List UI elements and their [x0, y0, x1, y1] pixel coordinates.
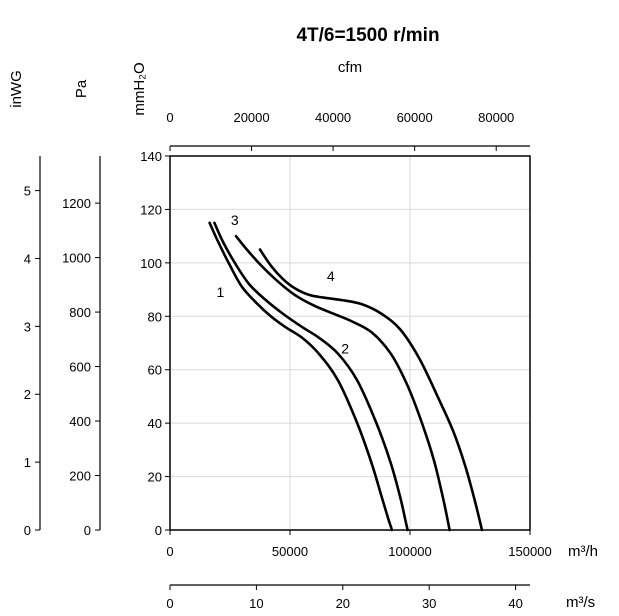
- series-line-2: [213, 221, 409, 532]
- cfm-axis-label: cfm: [338, 59, 362, 76]
- pa-tick-label: 200: [69, 469, 91, 484]
- y-tick-label: 80: [148, 309, 162, 324]
- pa-tick-label: 800: [69, 305, 91, 320]
- x-tick-label: 150000: [508, 544, 551, 559]
- curve-label-1: 1: [217, 284, 225, 300]
- curve-labels: 1 2 3 4: [217, 212, 350, 356]
- m3s-tick-label: 30: [422, 596, 436, 611]
- m3s-tick-label: 10: [249, 596, 263, 611]
- pa-tick-label: 400: [69, 414, 91, 429]
- series-line-3: [234, 234, 451, 532]
- mmh2o-axis-label: mmH₂O: [131, 62, 148, 115]
- plot-frame: [169, 155, 531, 531]
- inwg-tick-label: 1: [24, 455, 31, 470]
- inwg-axis-label: inWG: [8, 70, 25, 108]
- cfm-tick-label: 60000: [397, 110, 433, 125]
- curve-label-2: 2: [341, 340, 349, 356]
- m3h-axis-label: m³/h: [568, 543, 598, 560]
- chart-title: 4T/6=1500 r/min: [296, 25, 439, 46]
- series-line-1: [208, 221, 394, 532]
- y-tick-label: 60: [148, 363, 162, 378]
- pa-axis-label: Pa: [73, 79, 90, 98]
- grid-lines: [170, 156, 530, 530]
- inwg-tick-label: 5: [24, 184, 31, 199]
- cfm-tick-label: 0: [166, 110, 173, 125]
- m3s-tick-label: 40: [508, 596, 522, 611]
- inwg-tick-label: 2: [24, 387, 31, 402]
- inwg-tick-label: 3: [24, 319, 31, 334]
- cfm-tick-label: 40000: [315, 110, 351, 125]
- pa-tick-label: 1200: [62, 196, 91, 211]
- y-tick-label: 20: [148, 470, 162, 485]
- m3s-tick-label: 20: [336, 596, 350, 611]
- x-tick-label: 0: [166, 544, 173, 559]
- pa-tick-label: 1000: [62, 251, 91, 266]
- curve-label-3: 3: [231, 212, 239, 228]
- inwg-tick-label: 4: [24, 251, 31, 266]
- series-line-4: [258, 248, 484, 532]
- m3s-axis-label: m³/s: [566, 594, 595, 611]
- pa-tick-label: 0: [84, 523, 91, 538]
- curve-label-4: 4: [327, 268, 335, 284]
- cfm-tick-label: 80000: [478, 110, 514, 125]
- inwg-tick-label: 0: [24, 523, 31, 538]
- y-tick-label: 140: [140, 149, 162, 164]
- y-tick-label: 0: [155, 523, 162, 538]
- m3s-tick-label: 0: [166, 596, 173, 611]
- x-tick-label: 100000: [388, 544, 431, 559]
- x-tick-label: 50000: [272, 544, 308, 559]
- y-tick-label: 100: [140, 256, 162, 271]
- series-group: [208, 221, 484, 532]
- y-tick-label: 120: [140, 202, 162, 217]
- cfm-tick-label: 20000: [233, 110, 269, 125]
- y-tick-label: 40: [148, 416, 162, 431]
- pa-tick-label: 600: [69, 360, 91, 375]
